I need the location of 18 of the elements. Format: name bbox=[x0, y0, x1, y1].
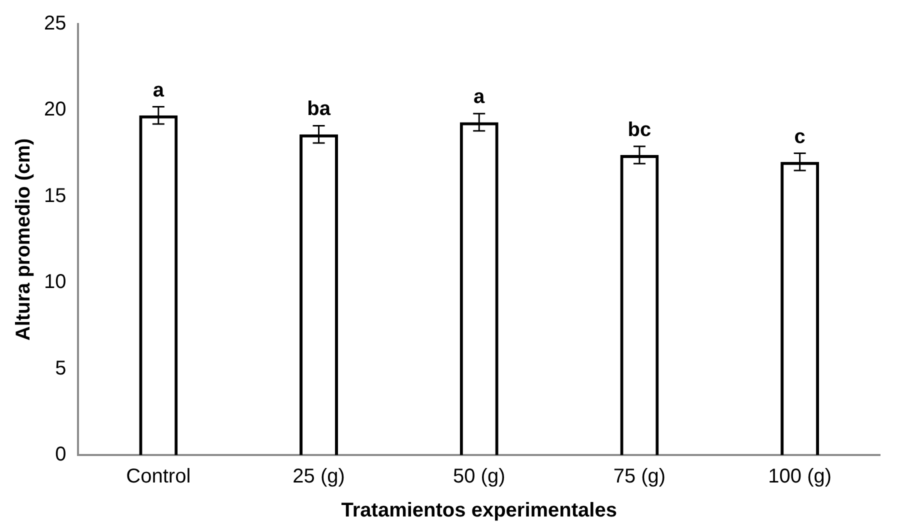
x-tick-label: 50 (g) bbox=[453, 466, 506, 488]
y-tick-label: 0 bbox=[55, 444, 66, 466]
annotation: a bbox=[152, 79, 165, 102]
annotation: a bbox=[474, 86, 486, 108]
x-tick-label: 75 (g) bbox=[613, 466, 666, 488]
y-tick-label: 10 bbox=[44, 271, 66, 294]
y-tick-label: 15 bbox=[44, 184, 66, 207]
y-tick-label: 20 bbox=[44, 98, 66, 121]
annotation: ba bbox=[307, 98, 332, 120]
y-axis-title: Altura promedio (cm) bbox=[12, 138, 35, 341]
x-axis-title: Tratamientos experimentales bbox=[341, 500, 617, 522]
x-tick-label: Control bbox=[126, 466, 191, 488]
x-tick-label: 25 (g) bbox=[292, 466, 345, 488]
y-tick-label: 5 bbox=[55, 357, 66, 380]
y-tick-label: 25 bbox=[44, 12, 66, 35]
annotation: bc bbox=[628, 118, 652, 141]
x-tick-label: 100 (g) bbox=[768, 466, 832, 488]
annotation: c bbox=[794, 126, 806, 148]
